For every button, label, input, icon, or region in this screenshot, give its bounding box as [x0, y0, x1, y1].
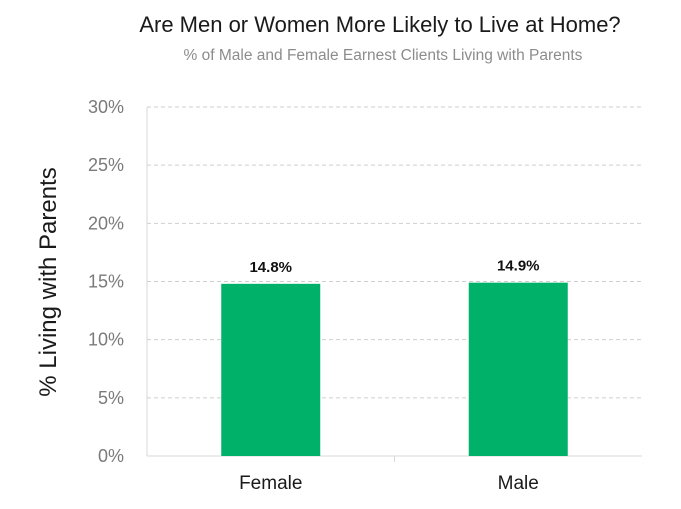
y-tick-label: 25% [88, 155, 124, 175]
y-tick-label: 30% [88, 97, 124, 117]
y-tick-label: 5% [98, 388, 124, 408]
y-tick-label: 10% [88, 330, 124, 350]
bar-female [221, 283, 321, 456]
chart-title: Are Men or Women More Likely to Live at … [139, 12, 620, 37]
bar-male [468, 282, 568, 456]
x-tick-label: Female [239, 473, 302, 494]
bars [221, 282, 568, 456]
chart-subtitle: % of Male and Female Earnest Clients Liv… [184, 47, 583, 64]
y-tick-label: 20% [88, 213, 124, 233]
y-axis-ticks: 0% 5% 10% 15% 20% 25% 30% [88, 97, 124, 466]
y-tick-label: 0% [98, 446, 124, 466]
x-tick-label: Male [498, 473, 539, 494]
data-label: 14.8% [249, 259, 292, 276]
y-tick-label: 15% [88, 272, 124, 292]
data-labels: 14.8% 14.9% [249, 258, 539, 276]
y-axis-label: % Living with Parents [35, 167, 62, 396]
x-axis-ticks: Female Male [239, 473, 539, 494]
data-label: 14.9% [497, 258, 540, 275]
